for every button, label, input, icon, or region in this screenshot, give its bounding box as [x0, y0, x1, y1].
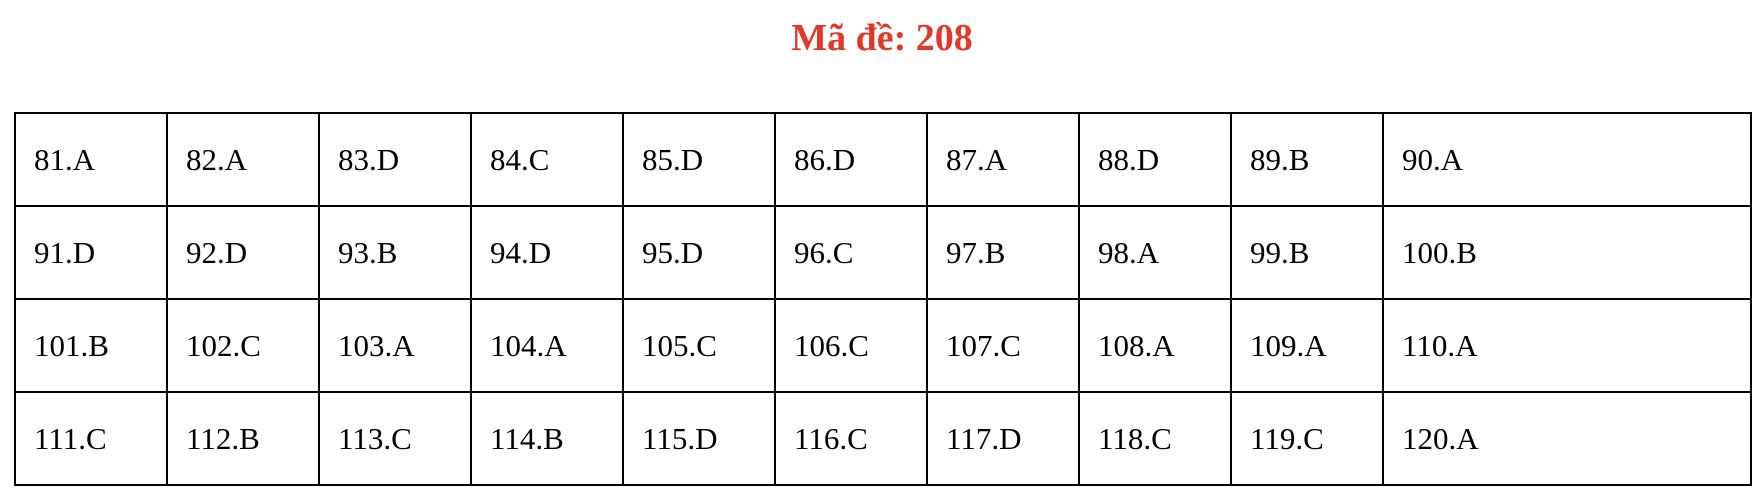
answer-cell: 88.D: [1078, 112, 1232, 207]
answer-cell: 118.C: [1078, 391, 1232, 486]
answer-cell: 109.A: [1230, 298, 1384, 393]
answer-cell: 106.C: [774, 298, 928, 393]
answer-cell: 107.C: [926, 298, 1080, 393]
answer-cell: 113.C: [318, 391, 472, 486]
answer-cell: 104.A: [470, 298, 624, 393]
answer-cell: 119.C: [1230, 391, 1384, 486]
answer-cell: 105.C: [622, 298, 776, 393]
answer-cell: 95.D: [622, 205, 776, 300]
answer-cell: 114.B: [470, 391, 624, 486]
answer-cell: 100.B: [1382, 205, 1752, 300]
answer-cell: 82.A: [166, 112, 320, 207]
answer-cell: 99.B: [1230, 205, 1384, 300]
answer-cell: 81.A: [14, 112, 168, 207]
answer-cell: 120.A: [1382, 391, 1752, 486]
exam-code-title: Mã đề: 208: [791, 17, 973, 59]
answer-cell: 101.B: [14, 298, 168, 393]
answer-cell: 112.B: [166, 391, 320, 486]
answer-cell: 98.A: [1078, 205, 1232, 300]
answer-cell: 93.B: [318, 205, 472, 300]
answer-cell: 90.A: [1382, 112, 1752, 207]
answer-table: 81.A 82.A 83.D 84.C 85.D 86.D 87.A 88.D 89.B 90.A…: [14, 112, 1752, 486]
table-row: 101.B 102.C 103.A 104.A 105.C 106.C 107.C 108.A…: [14, 298, 1752, 393]
answer-cell: 117.D: [926, 391, 1080, 486]
answer-cell: 102.C: [166, 298, 320, 393]
answer-cell: 94.D: [470, 205, 624, 300]
answer-cell: 86.D: [774, 112, 928, 207]
answer-cell: 111.C: [14, 391, 168, 486]
table-row: 91.D 92.D 93.B 94.D 95.D 96.C 97.B 98.A 99.B 100.…: [14, 205, 1752, 300]
answer-cell: 91.D: [14, 205, 168, 300]
answer-cell: 87.A: [926, 112, 1080, 207]
answer-cell: 85.D: [622, 112, 776, 207]
answer-cell: 97.B: [926, 205, 1080, 300]
answer-table-body: 81.A 82.A 83.D 84.C 85.D 86.D 87.A 88.D 89.B 90.A…: [14, 112, 1752, 486]
answer-cell: 116.C: [774, 391, 928, 486]
answer-cell: 108.A: [1078, 298, 1232, 393]
answer-cell: 103.A: [318, 298, 472, 393]
answer-cell: 89.B: [1230, 112, 1384, 207]
table-row: 81.A 82.A 83.D 84.C 85.D 86.D 87.A 88.D 89.B 90.A: [14, 112, 1752, 207]
answer-cell: 83.D: [318, 112, 472, 207]
answer-cell: 84.C: [470, 112, 624, 207]
answer-cell: 115.D: [622, 391, 776, 486]
answer-cell: 96.C: [774, 205, 928, 300]
answer-cell: 92.D: [166, 205, 320, 300]
table-row: 111.C 112.B 113.C 114.B 115.D 116.C 117.D 118.C…: [14, 391, 1752, 486]
answer-cell: 110.A: [1382, 298, 1752, 393]
